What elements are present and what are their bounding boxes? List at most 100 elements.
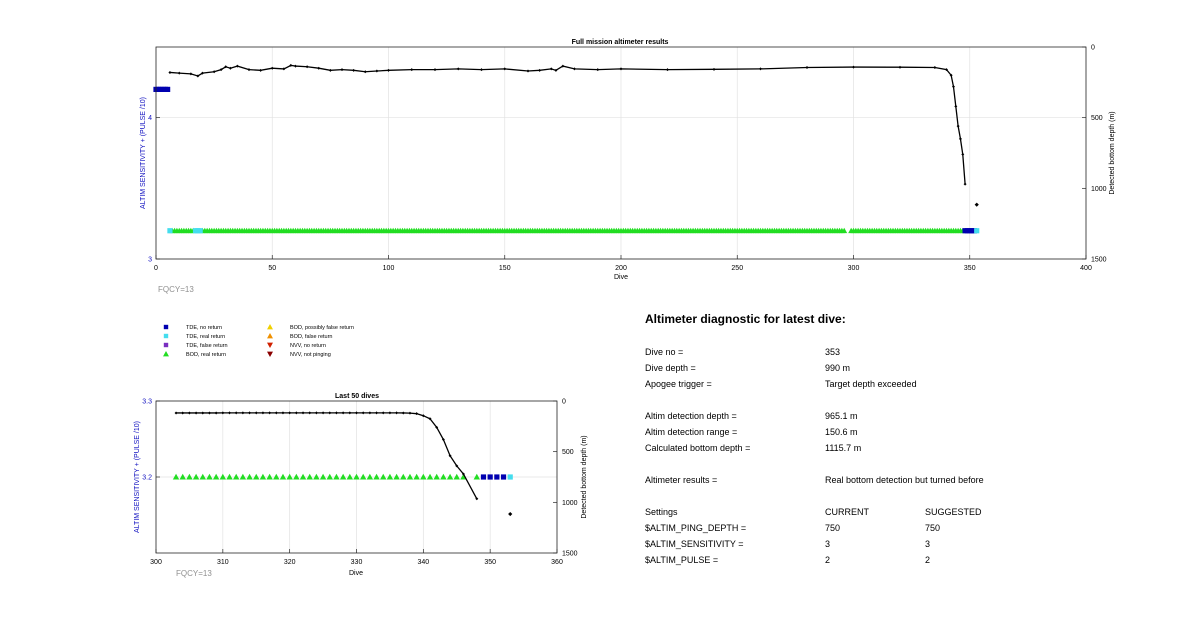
tde-no-return-marker bbox=[165, 86, 171, 92]
bottom-depth-point bbox=[381, 411, 385, 415]
apogee-row: Apogee trigger = Target depth exceeded bbox=[645, 376, 1185, 392]
settings-current-header: CURRENT bbox=[825, 507, 869, 517]
bottom-depth-point bbox=[221, 411, 225, 415]
ping-depth-current: 750 bbox=[825, 523, 841, 533]
sensitivity-row: $ALTIM_SENSITIVITY = 3 3 bbox=[645, 536, 1185, 552]
legend-label-6: BOD, false return bbox=[290, 334, 333, 340]
bottom-depth-point bbox=[596, 68, 600, 72]
pulse-suggested: 2 bbox=[925, 555, 931, 565]
bottom-depth-point bbox=[448, 454, 452, 458]
y-tick-label: 3.3 bbox=[142, 399, 152, 406]
right-y-tick-label: 0 bbox=[1091, 45, 1095, 52]
pulse-current: 2 bbox=[825, 555, 831, 565]
bottom-depth-point bbox=[368, 411, 372, 415]
bottom-depth-point bbox=[395, 411, 399, 415]
legend-label-1: TDE, no return bbox=[186, 325, 222, 331]
bottom-depth-point bbox=[526, 69, 530, 73]
y-tick-label: 3 bbox=[148, 257, 152, 264]
bod-real-return-marker bbox=[473, 473, 480, 480]
tde-real-return-marker bbox=[974, 228, 980, 234]
legend: TDE, no return TDE, real return TDE, false… bbox=[163, 324, 354, 358]
bod-real-return-marker bbox=[279, 473, 287, 480]
sensitivity-current: 3 bbox=[825, 539, 831, 549]
bottom-depth-point bbox=[363, 70, 367, 74]
legend-marker-6 bbox=[267, 333, 273, 339]
bod-real-return-marker bbox=[433, 473, 440, 480]
bottom-depth-point bbox=[254, 411, 258, 415]
pulse-row: $ALTIM_PULSE = 2 2 bbox=[645, 552, 1185, 568]
legend-marker-8 bbox=[267, 351, 273, 357]
bottom-depth-point bbox=[294, 64, 297, 68]
bottom-depth-point bbox=[421, 414, 425, 418]
bod-real-return-marker bbox=[179, 473, 186, 480]
last-50-plot bbox=[172, 411, 513, 517]
bottom-depth-point bbox=[328, 411, 332, 415]
bod-real-return-marker bbox=[841, 227, 848, 234]
diagnostic-panel: Altimeter diagnostic for latest dive: Di… bbox=[645, 312, 1185, 568]
legend-label-4: BOD, real return bbox=[186, 352, 226, 358]
settings-label: Settings bbox=[645, 507, 678, 517]
bod-real-return-marker bbox=[353, 473, 360, 480]
x-tick-label: 360 bbox=[551, 559, 563, 566]
bod-real-return-marker bbox=[192, 473, 200, 480]
ping-depth-row: $ALTIM_PING_DEPTH = 750 750 bbox=[645, 520, 1185, 536]
right-y-tick-label: 500 bbox=[1091, 115, 1103, 122]
x-tick-label: 320 bbox=[284, 559, 296, 566]
bottom-depth-point bbox=[177, 71, 181, 75]
bottom-depth-point bbox=[289, 63, 293, 67]
legend-marker-2 bbox=[163, 333, 169, 339]
x-tick-label: 300 bbox=[150, 559, 162, 566]
bottom-depth-point bbox=[259, 68, 263, 72]
ping-depth-suggested: 750 bbox=[925, 523, 941, 533]
ping-depth-label: $ALTIM_PING_DEPTH = bbox=[645, 523, 747, 533]
bottom-depth-point bbox=[352, 68, 356, 72]
bottom-depth-point bbox=[954, 104, 958, 108]
bod-real-return-marker bbox=[446, 473, 454, 480]
bottom-depth-point bbox=[241, 411, 245, 415]
last-50-ticks: 300 310 320 330 340 350 360 3.2 3.3 0 500 1000 1500 bbox=[142, 399, 577, 567]
bod-real-return-marker bbox=[413, 473, 420, 480]
dive-depth-label: Dive depth = bbox=[645, 363, 696, 373]
bottom-depth-point bbox=[187, 411, 191, 415]
bottom-depth-point bbox=[361, 411, 365, 415]
legend-label-3: TDE, false return bbox=[186, 343, 228, 349]
bottom-depth-point bbox=[294, 411, 298, 415]
bottom-depth-point bbox=[340, 68, 344, 72]
bottom-depth-point bbox=[435, 425, 439, 429]
altimeter-results-label: Altimeter results = bbox=[645, 475, 718, 485]
bod-real-return-marker bbox=[253, 473, 260, 480]
bottom-depth-point bbox=[207, 411, 211, 415]
full-mission-ylabel-right: Detected bottom depth (m) bbox=[1109, 111, 1116, 194]
x-tick-label: 250 bbox=[731, 265, 743, 272]
bottom-depth-point bbox=[408, 411, 412, 415]
bottom-depth-point bbox=[561, 64, 565, 68]
bottom-depth-point bbox=[375, 411, 379, 415]
bottom-depth-point bbox=[475, 497, 479, 501]
bottom-depth-point bbox=[288, 411, 292, 415]
bottom-depth-point bbox=[387, 68, 390, 72]
bod-real-return-marker bbox=[293, 473, 300, 480]
legend-marker-7 bbox=[267, 342, 273, 348]
sensitivity-suggested: 3 bbox=[925, 539, 931, 549]
legend-marker-3 bbox=[163, 342, 169, 348]
bottom-depth-point bbox=[956, 124, 960, 128]
tde-real-return-marker bbox=[167, 228, 173, 234]
settings-header-row: Settings CURRENT SUGGESTED bbox=[645, 504, 1185, 520]
right-y-tick-label: 1000 bbox=[1091, 186, 1107, 193]
x-tick-label: 200 bbox=[615, 265, 627, 272]
bottom-depth-point bbox=[415, 412, 419, 416]
apogee-value: Target depth exceeded bbox=[825, 379, 917, 389]
altimeter-results-row: Altimeter results = Real bottom detectio… bbox=[645, 472, 1185, 488]
bottom-depth-point bbox=[433, 68, 437, 72]
bottom-depth-point bbox=[317, 66, 321, 70]
tde-no-return-marker bbox=[487, 474, 493, 480]
bod-real-return-marker bbox=[319, 473, 327, 480]
bottom-depth-point bbox=[212, 70, 216, 74]
bottom-depth-point bbox=[228, 411, 232, 415]
right-y-tick-label: 0 bbox=[562, 399, 566, 406]
bottom-depth-point bbox=[341, 411, 345, 415]
bod-real-return-marker bbox=[386, 473, 394, 480]
bottom-depth-point bbox=[712, 67, 716, 71]
last-50-ylabel-right: Detected bottom depth (m) bbox=[581, 435, 588, 518]
bod-real-return-marker bbox=[373, 473, 380, 480]
